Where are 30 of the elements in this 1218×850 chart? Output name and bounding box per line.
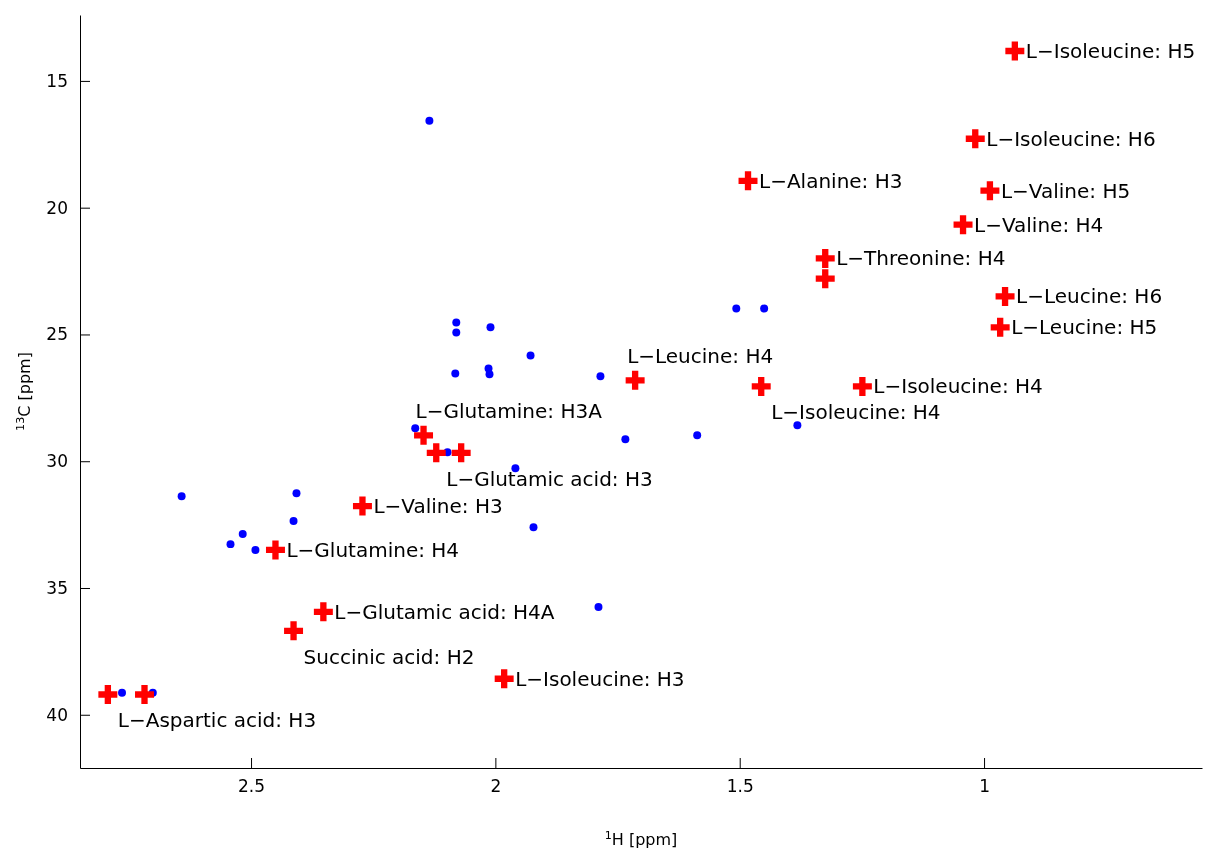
annotation: L−Glutamic acid: H4A	[334, 599, 555, 624]
annotation: L−Leucine: H5	[1011, 315, 1158, 340]
annotation: L−Isoleucine: H3	[515, 666, 685, 691]
annotation: Succinic acid: H2	[303, 644, 475, 669]
annotation: L−Valine: H4	[974, 212, 1104, 237]
annotation: L−Glutamic acid: H3	[446, 466, 653, 491]
x-tick-label: 1	[979, 776, 990, 797]
annotation: L−Isoleucine: H5	[1025, 39, 1196, 63]
x-tick-label: 1.5	[726, 776, 754, 797]
y-tick-label: 15	[46, 70, 68, 91]
annotation: L−Isoleucine: H4	[771, 400, 941, 425]
annotation: L−Glutamine: H4	[286, 537, 460, 562]
y-tick-label: 40	[46, 704, 68, 725]
annotation: L−Isoleucine: H4	[873, 374, 1043, 399]
annotation: L−Valine: H5	[1000, 178, 1131, 203]
x-tick-label: 2.5	[238, 776, 266, 797]
annotation: L−Alanine: H3	[759, 168, 903, 193]
annotation: L−Threonine: H4	[836, 246, 1006, 271]
annotation: L−Isoleucine: H6	[986, 126, 1156, 151]
annotation: L−Leucine: H4	[627, 344, 774, 369]
y-tick-label: 20	[46, 197, 68, 218]
y-tick-label: 30	[46, 451, 68, 472]
x-tick-label: 2	[490, 776, 502, 797]
x-axis-title: $^{1}$H [ppm]	[604, 828, 678, 849]
y-tick-label: 35	[46, 577, 68, 598]
annotation: L−Valine: H3	[373, 494, 503, 519]
annotation: L−Glutamine: H3A	[415, 399, 603, 424]
y-tick-label: 25	[46, 324, 68, 345]
annotation: L−Leucine: H6	[1016, 284, 1163, 309]
annotation: L−Aspartic acid: H3	[117, 708, 317, 733]
